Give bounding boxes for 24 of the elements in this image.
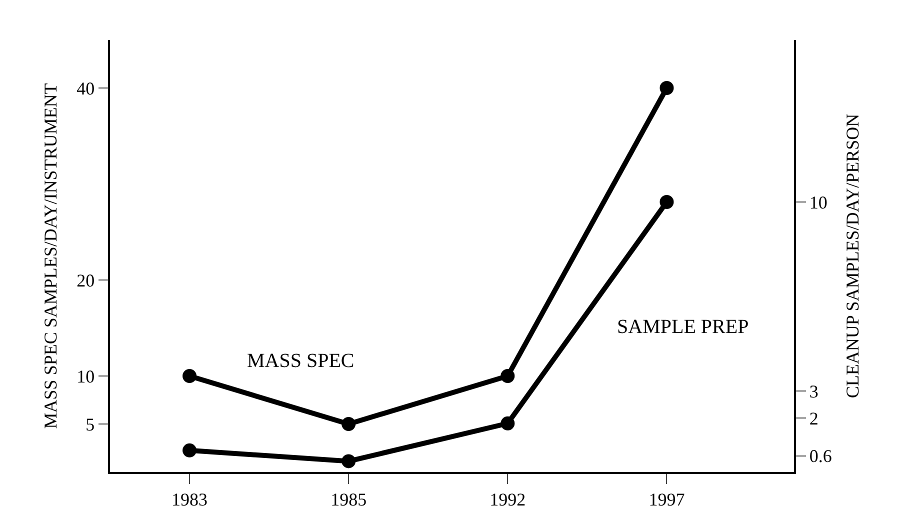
x-tick-label: 1997: [648, 489, 685, 510]
x-tick-label: 1992: [490, 489, 526, 510]
point: [660, 81, 674, 95]
y2-tick-label: 10: [809, 192, 828, 212]
point: [182, 443, 197, 458]
y-tick-label: 20: [76, 270, 95, 290]
y-tick-label: 5: [86, 414, 95, 434]
point: [342, 454, 356, 468]
point: [182, 369, 197, 383]
point: [500, 416, 515, 430]
point: [660, 195, 674, 209]
y2-tick-label: 2: [809, 408, 818, 428]
x-tick-label: 1983: [172, 489, 208, 510]
point: [342, 417, 356, 431]
y-axis-title: MASS SPEC SAMPLES/DAY/INSTRUMENT: [40, 83, 60, 429]
y2-axis-title: CLEANUP SAMPLES/DAY/PERSON: [842, 114, 862, 398]
y2-tick-label: 3: [809, 381, 818, 402]
series-label: MASS SPEC: [247, 350, 354, 372]
y2-tick-label: 0.6: [809, 446, 832, 466]
y-tick-label: 10: [76, 366, 95, 386]
y-tick-label: 40: [76, 78, 95, 98]
x-tick-label: 1985: [330, 489, 367, 510]
point: [500, 369, 515, 383]
series-label: SAMPLE PREP: [617, 316, 749, 338]
